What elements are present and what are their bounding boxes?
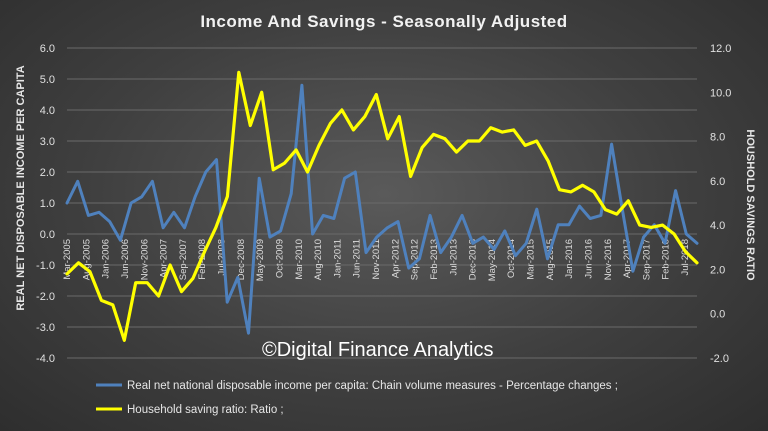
x-tick-label: Aug-2015 (545, 239, 556, 280)
left-tick-label: 5.0 (40, 74, 55, 86)
x-tick-label: Jun-2006 (120, 239, 131, 279)
legend-label-income: Real net national disposable income per … (127, 380, 618, 392)
left-tick-label: -1.0 (36, 260, 55, 272)
right-tick-label: 10.0 (710, 87, 731, 99)
left-tick-label: 1.0 (40, 198, 55, 210)
x-tick-label: Feb-2013 (429, 239, 440, 280)
series-line-saving-ratio (65, 70, 699, 342)
right-tick-label: 0.0 (710, 309, 725, 321)
left-tick-label: -3.0 (36, 322, 55, 334)
x-tick-label: Apr-2017 (622, 239, 633, 278)
series-lines (65, 70, 699, 342)
x-tick-label: Mar-2010 (294, 239, 305, 280)
right-tick-label: 4.0 (710, 220, 725, 232)
x-tick-label: Oct-2014 (506, 239, 517, 278)
gridlines (67, 47, 697, 359)
series-line-income (65, 83, 699, 335)
right-tick-label: -2.0 (710, 353, 729, 365)
legend: Real net national disposable income per … (96, 380, 618, 416)
left-axis-label: REAL NET DISPOSABLE INCOME PER CAPITA (15, 65, 27, 310)
x-tick-label: Sep-2007 (178, 239, 189, 280)
x-tick-label: Aug-2005 (81, 239, 92, 280)
left-tick-label: 4.0 (40, 105, 55, 117)
right-axis-label: HOUSHOLD SAVINGS RATIO (744, 129, 756, 281)
x-tick-label: Apr-2007 (159, 239, 170, 278)
x-tick-label: Nov-2011 (371, 239, 382, 280)
x-tick-label: Sep-2017 (641, 239, 652, 280)
x-tick-label: Oct-2009 (274, 239, 285, 278)
right-tick-label: 2.0 (710, 264, 725, 276)
left-axis-ticks: 6.0 5.0 4.0 3.0 2.0 1.0 0.0 -1.0 -2.0 -3.0 -4.0 (36, 43, 55, 365)
right-tick-label: 12.0 (710, 43, 731, 55)
left-tick-label: 0.0 (40, 229, 55, 241)
x-tick-label: May-2009 (255, 239, 266, 281)
x-tick-label: Mar-2005 (62, 239, 73, 280)
x-tick-label: Jun-2011 (352, 239, 363, 278)
right-tick-label: 6.0 (710, 176, 725, 188)
x-tick-label: Jun-2016 (583, 239, 594, 279)
left-tick-label: 2.0 (40, 167, 55, 179)
x-tick-label: Nov-2006 (139, 239, 150, 280)
x-tick-label: Nov-2016 (603, 239, 614, 280)
right-axis-ticks: 12.0 10.0 8.0 6.0 4.0 2.0 0.0 -2.0 (710, 43, 731, 365)
x-tick-label: Jul-2008 (217, 239, 228, 275)
x-tick-label: Jan-2016 (564, 239, 575, 279)
right-tick-label: 8.0 (710, 132, 725, 144)
x-tick-label: Jan-2006 (101, 239, 112, 279)
chart-title: Income And Savings - Seasonally Adjusted (200, 12, 567, 31)
left-tick-label: 3.0 (40, 136, 55, 148)
x-tick-label: Aug-2010 (313, 239, 324, 280)
left-tick-label: -4.0 (36, 353, 55, 365)
left-tick-label: 6.0 (40, 43, 55, 55)
x-tick-label: Jul-2013 (448, 239, 459, 275)
x-tick-label: Sep-2012 (410, 239, 421, 280)
x-tick-label: Dec-2013 (468, 239, 479, 280)
legend-label-saving: Household saving ratio: Ratio ; (127, 404, 284, 416)
x-tick-label: Feb-2018 (661, 239, 672, 280)
x-tick-label: Dec-2008 (236, 239, 247, 280)
watermark-text: ©Digital Finance Analytics (262, 339, 494, 361)
x-tick-label: Jul-2018 (680, 239, 691, 275)
x-tick-label: May-2014 (487, 239, 498, 281)
x-tick-label: Mar-2015 (526, 239, 537, 280)
x-axis-ticks: Mar-2005 Aug-2005 Jan-2006 Jun-2006 Nov-2006… (62, 239, 691, 281)
left-tick-label: -2.0 (36, 291, 55, 303)
x-tick-label: Apr-2012 (390, 239, 401, 278)
x-tick-label: Jan-2011 (332, 239, 343, 278)
